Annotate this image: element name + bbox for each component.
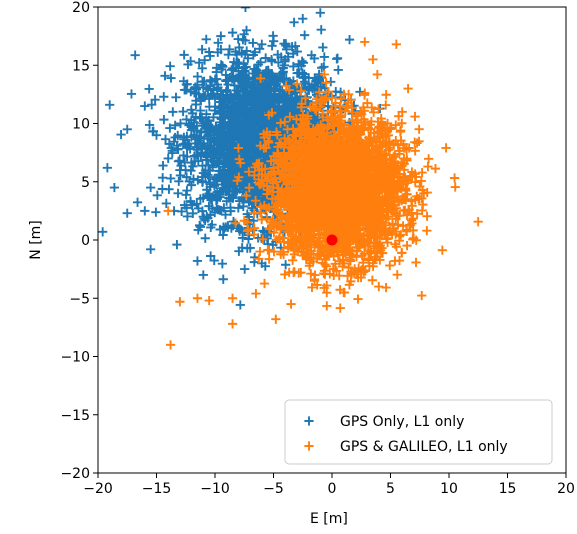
series-0-point bbox=[191, 99, 201, 110]
series-0-point bbox=[150, 95, 160, 105]
series-0-point bbox=[173, 130, 183, 141]
series-0-point bbox=[181, 190, 191, 200]
series-0-point bbox=[248, 38, 258, 48]
series-0-point bbox=[130, 50, 140, 60]
series-0-point bbox=[195, 105, 205, 116]
series-0-point bbox=[172, 240, 182, 250]
series-0-point bbox=[250, 124, 260, 134]
series-0-point bbox=[216, 44, 226, 55]
series-0-point bbox=[333, 65, 343, 75]
series-0-point bbox=[185, 196, 196, 206]
series-0-point bbox=[170, 120, 180, 130]
series-0-point bbox=[173, 188, 183, 198]
series-0-point bbox=[200, 172, 211, 182]
series-0-point bbox=[258, 226, 268, 236]
series-0-point bbox=[290, 41, 300, 51]
series-0-point bbox=[182, 211, 192, 222]
series-0-point bbox=[306, 50, 317, 60]
series-0-point bbox=[289, 17, 299, 27]
series-0-point bbox=[159, 92, 169, 102]
series-0-point bbox=[197, 44, 207, 55]
series-0-point bbox=[178, 150, 189, 161]
series-0-point bbox=[209, 255, 219, 266]
series-0-point bbox=[234, 246, 244, 256]
series-0-point bbox=[208, 112, 219, 122]
series-0-point bbox=[300, 30, 310, 40]
series-0-point bbox=[242, 46, 252, 56]
series-0-point bbox=[288, 49, 298, 59]
series-0-point bbox=[219, 100, 229, 110]
series-0-point bbox=[116, 129, 126, 140]
series-0-point bbox=[181, 114, 192, 125]
series-0-point bbox=[261, 66, 271, 76]
series-0-point bbox=[151, 207, 161, 217]
series-0-point bbox=[144, 120, 155, 130]
series-0-point bbox=[226, 206, 236, 216]
series-0-point bbox=[132, 197, 143, 207]
series-0-point bbox=[144, 84, 154, 94]
series-0-point bbox=[201, 34, 211, 44]
series-0-point bbox=[165, 61, 175, 71]
series-0-point bbox=[186, 87, 196, 97]
series-0-point bbox=[268, 31, 278, 41]
series-0-point bbox=[292, 46, 302, 57]
series-0-point bbox=[223, 50, 234, 60]
series-0-point bbox=[174, 176, 184, 186]
series-0-point bbox=[224, 44, 235, 54]
series-0-point bbox=[210, 74, 220, 84]
series-0-point bbox=[194, 58, 204, 68]
series-0-point bbox=[197, 63, 207, 73]
series-0-point bbox=[235, 300, 245, 310]
series-0-point bbox=[126, 89, 137, 99]
series-0-point bbox=[240, 264, 250, 274]
series-0-point bbox=[166, 143, 176, 153]
series-0-point bbox=[256, 233, 267, 243]
series-0-point bbox=[226, 65, 237, 75]
series-0-point bbox=[157, 184, 167, 194]
series-0-point bbox=[207, 203, 217, 214]
series-0-point bbox=[233, 203, 243, 213]
series-0-point bbox=[171, 92, 181, 102]
series-0-point bbox=[195, 194, 206, 204]
series-0-point bbox=[158, 160, 168, 171]
series-0-point bbox=[210, 105, 220, 116]
points-layer bbox=[98, 7, 483, 350]
series-0-point bbox=[261, 53, 271, 63]
series-0-point bbox=[195, 222, 206, 232]
series-0-point bbox=[218, 274, 228, 284]
series-0-point bbox=[192, 71, 203, 82]
series-0-point bbox=[192, 199, 202, 209]
series-0-point bbox=[332, 54, 342, 64]
series-0-point bbox=[319, 52, 329, 62]
series-0-point bbox=[167, 148, 177, 158]
series-0-point bbox=[188, 161, 198, 171]
series-0-point bbox=[166, 173, 176, 184]
series-0-point bbox=[159, 115, 169, 125]
series-0-point bbox=[164, 139, 174, 149]
series-0-point bbox=[160, 71, 170, 81]
series-0-point bbox=[197, 177, 207, 187]
series-0-point bbox=[186, 166, 196, 176]
series-0-point bbox=[267, 41, 277, 51]
series-0-point bbox=[239, 29, 249, 39]
series-0-point bbox=[158, 173, 168, 183]
series-0-point bbox=[160, 134, 171, 144]
series-0-point bbox=[161, 198, 171, 208]
series-0-point bbox=[175, 118, 186, 129]
series-0-point bbox=[318, 42, 328, 53]
series-0-point bbox=[288, 61, 298, 72]
series-0-point bbox=[213, 38, 223, 48]
series-0-point bbox=[204, 47, 214, 57]
